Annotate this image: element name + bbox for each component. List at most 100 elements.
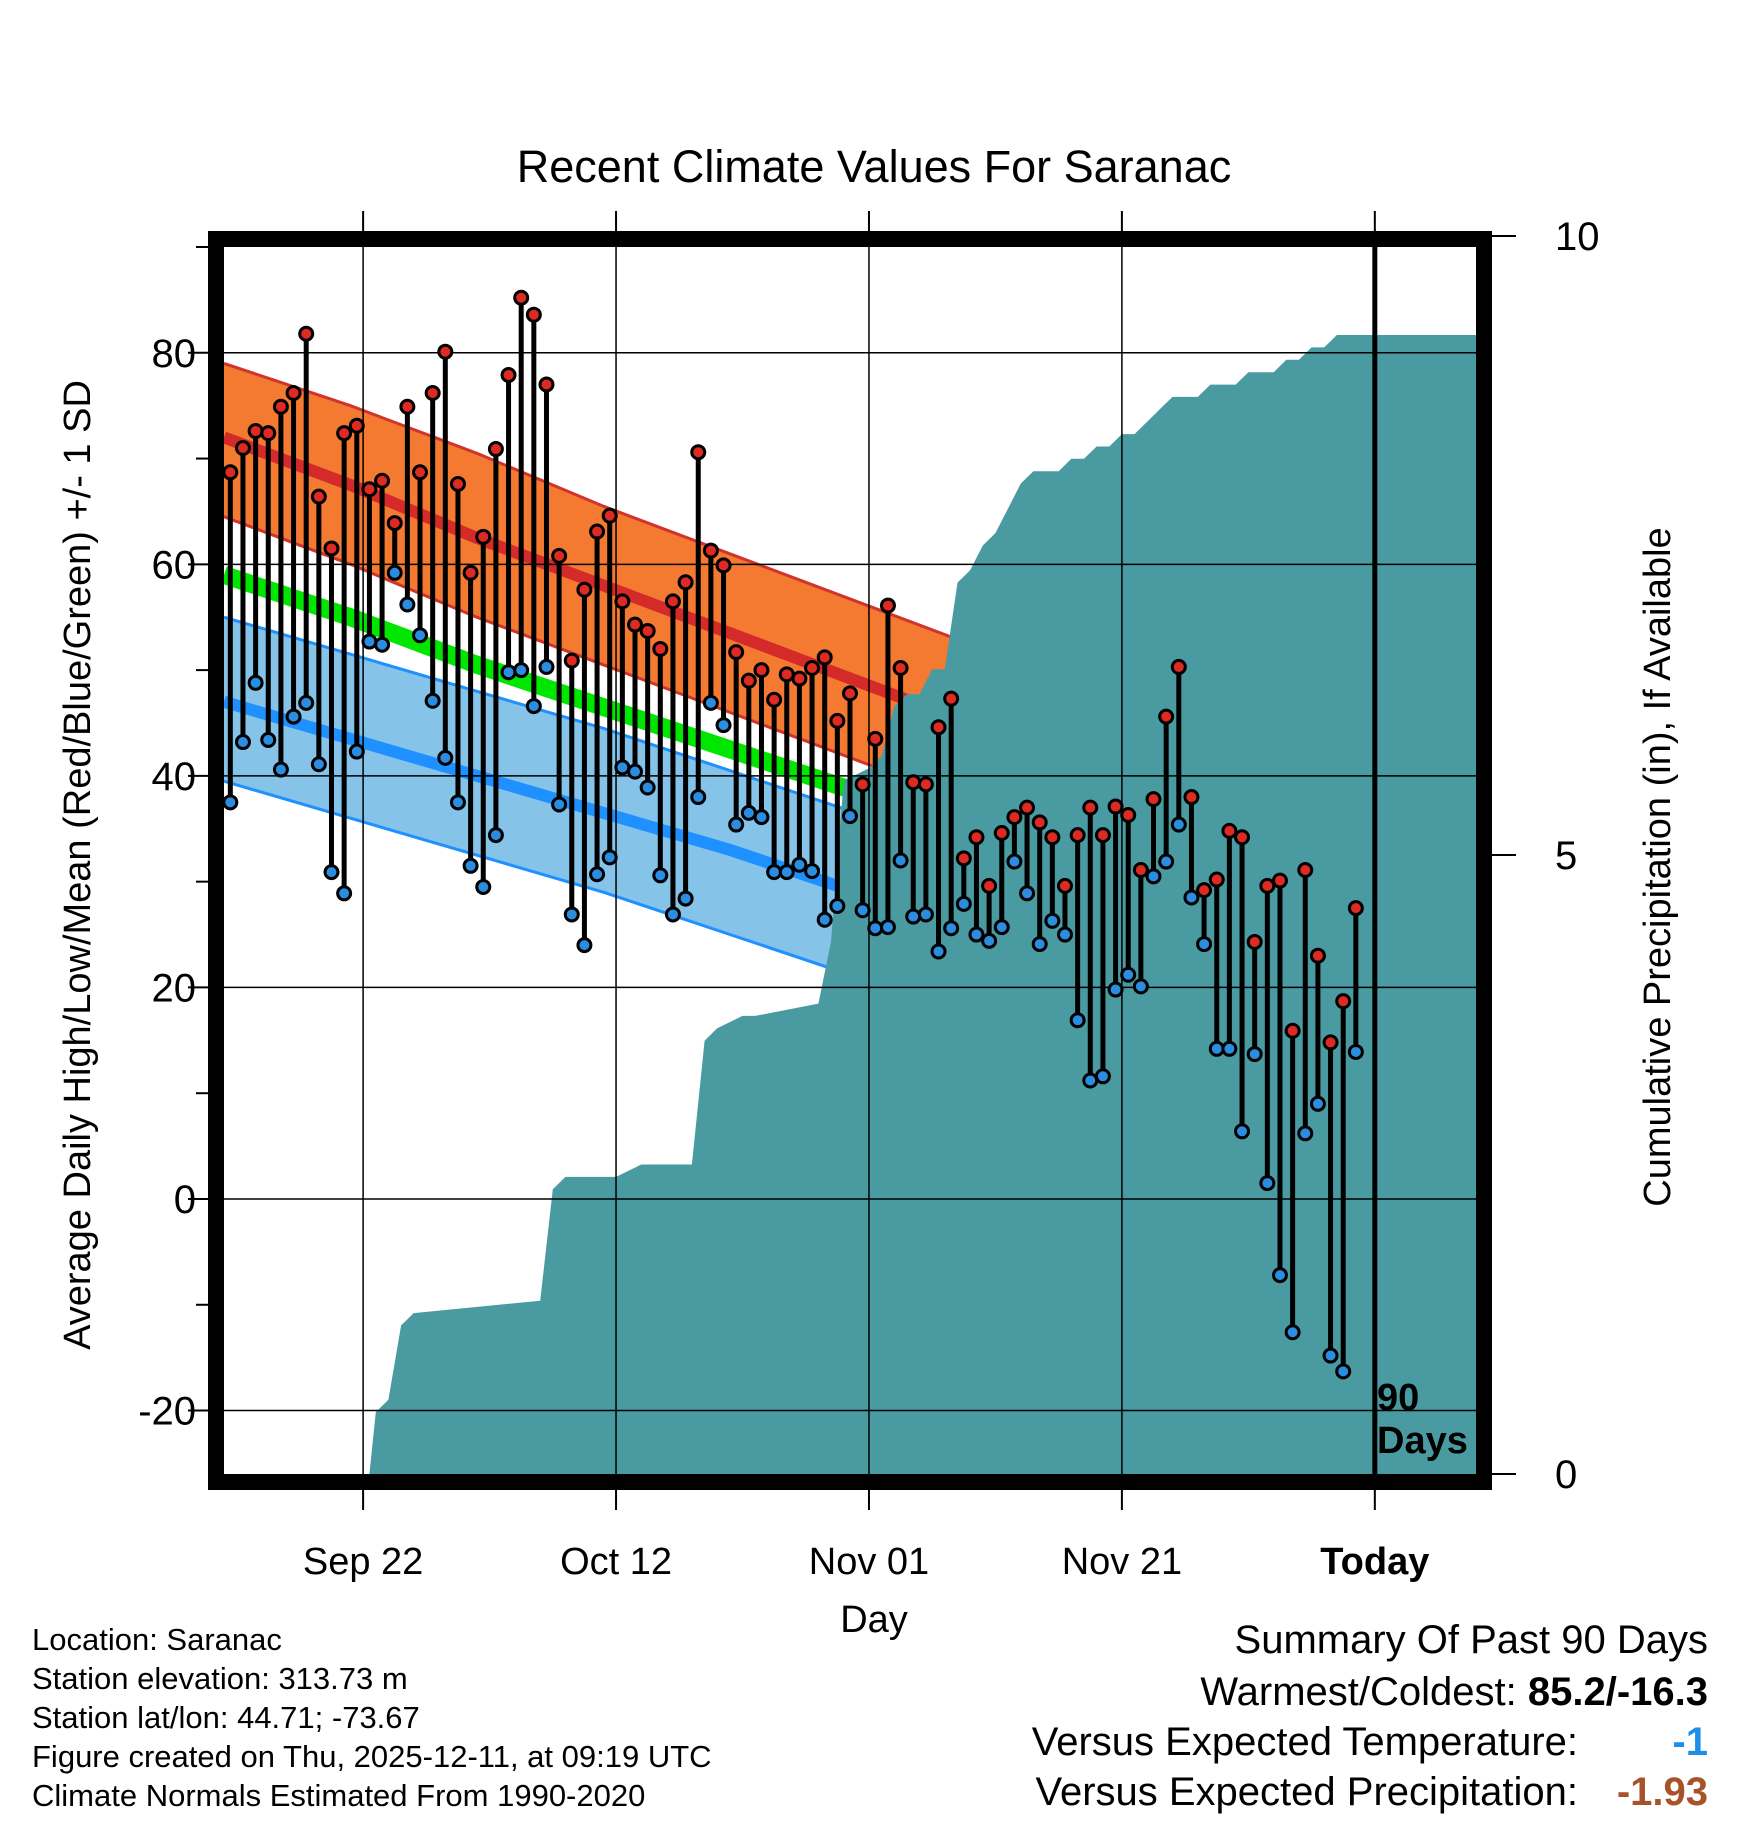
y-tick-label: 20 — [152, 966, 197, 1010]
precip-cumulative-area — [224, 335, 1476, 1474]
daily-high-point — [323, 540, 340, 557]
chart-title: Recent Climate Values For Saranac — [517, 141, 1232, 192]
daily-low-point — [1069, 1012, 1086, 1029]
daily-low-point — [981, 932, 998, 949]
daily-high-point — [753, 662, 770, 679]
daily-low-point — [310, 756, 327, 773]
daily-low-point — [930, 943, 947, 960]
daily-high-point — [728, 644, 745, 661]
location-text: Location: Saranac — [32, 1622, 282, 1657]
daily-high-point — [930, 719, 947, 736]
y-tick-label: 60 — [152, 543, 197, 587]
precip-area — [224, 335, 1476, 1474]
daily-high-point — [551, 547, 568, 564]
daily-low-point — [943, 920, 960, 937]
daily-high-point — [677, 574, 694, 591]
summary-title: Summary Of Past 90 Days — [1234, 1618, 1708, 1662]
daily-low-point — [1221, 1040, 1238, 1057]
daily-low-point — [285, 708, 302, 725]
daily-high-point — [1234, 829, 1251, 846]
daily-high-point — [222, 464, 239, 481]
daily-high-point — [1208, 871, 1225, 888]
daily-low-point — [968, 926, 985, 943]
daily-high-point — [487, 441, 504, 458]
y2-tick-label: 10 — [1555, 215, 1600, 259]
daily-low-point — [1170, 816, 1187, 833]
warm-cold-label: Warmest/Coldest: — [1200, 1670, 1517, 1714]
temp-value: -1 — [1672, 1720, 1708, 1764]
daily-high-point — [336, 425, 353, 442]
daily-low-point — [298, 694, 315, 711]
daily-high-point — [804, 659, 821, 676]
daily-low-point — [1094, 1068, 1111, 1085]
daily-low-point — [323, 864, 340, 881]
daily-high-point — [993, 824, 1010, 841]
daily-low-point — [766, 864, 783, 881]
daily-low-point — [374, 636, 391, 653]
daily-high-point — [1170, 658, 1187, 675]
daily-low-point — [917, 906, 934, 923]
daily-high-point — [234, 439, 251, 456]
daily-low-point — [677, 890, 694, 907]
daily-low-point — [879, 919, 896, 936]
x-axis-label: Day — [840, 1599, 908, 1641]
daily-high-point — [1284, 1022, 1301, 1039]
daily-low-point — [247, 674, 264, 691]
daily-low-point — [1082, 1072, 1099, 1089]
elevation-text: Station elevation: 313.73 m — [32, 1661, 408, 1696]
daily-low-point — [348, 743, 365, 760]
daily-low-point — [842, 808, 858, 825]
y-axis-label: Average Daily High/Low/Mean (Red/Blue/Gr… — [57, 380, 99, 1350]
daily-low-point — [1120, 966, 1137, 983]
daily-low-point — [1246, 1046, 1263, 1063]
normals-text: Climate Normals Estimated From 1990-2020 — [32, 1778, 646, 1813]
daily-high-point — [740, 672, 757, 689]
daily-low-point — [728, 816, 745, 833]
daily-low-point — [589, 866, 606, 883]
daily-high-point — [399, 398, 416, 415]
daily-low-point — [222, 794, 239, 811]
daily-high-point — [879, 597, 896, 614]
daily-high-point — [627, 616, 644, 633]
daily-high-point — [690, 444, 707, 461]
daily-low-point — [854, 902, 871, 919]
daily-low-point — [993, 919, 1010, 936]
daily-high-point — [1006, 809, 1023, 826]
daily-low-point — [1044, 912, 1061, 929]
daily-points — [222, 289, 1364, 1380]
latlon-text: Station lat/lon: 44.71; -73.67 — [32, 1700, 420, 1735]
warm-cold-value: 85.2/-16.3 — [1527, 1670, 1708, 1714]
daily-low-point — [892, 852, 909, 869]
precip-label: Versus Expected Precipitation: — [1035, 1770, 1578, 1814]
daily-high-point — [1196, 882, 1213, 899]
daily-low-point — [702, 694, 719, 711]
daily-low-point — [1031, 936, 1048, 953]
daily-low-point — [652, 867, 669, 884]
daily-low-point — [1271, 1267, 1288, 1284]
daily-low-point — [1284, 1324, 1301, 1341]
daily-high-point — [614, 593, 631, 610]
daily-high-point — [854, 776, 871, 793]
daily-high-point — [500, 366, 517, 383]
daily-low-point — [867, 920, 884, 937]
daily-high-point — [424, 384, 441, 401]
daily-low-point — [1196, 936, 1213, 953]
daily-high-point — [563, 652, 580, 669]
daily-high-point — [437, 343, 454, 360]
daily-high-point — [1309, 947, 1326, 964]
daily-high-point — [702, 542, 719, 559]
x-tick-label: Nov 01 — [809, 1541, 929, 1583]
daily-high-point — [639, 622, 656, 639]
daily-high-point — [955, 850, 972, 867]
summary-warm-cold: Warmest/Coldest: 85.2/-16.3 — [1200, 1670, 1708, 1720]
daily-high-point — [867, 730, 884, 747]
daily-high-point — [462, 564, 479, 581]
daily-high-point — [310, 488, 327, 505]
daily-high-point — [829, 712, 846, 729]
x-tick-label: Sep 22 — [303, 1541, 423, 1583]
daily-high-point — [766, 691, 783, 708]
daily-high-point — [1145, 791, 1162, 808]
daily-high-point — [348, 417, 365, 434]
x-tick-label: Nov 21 — [1062, 1541, 1182, 1583]
daily-high-point — [816, 649, 833, 666]
